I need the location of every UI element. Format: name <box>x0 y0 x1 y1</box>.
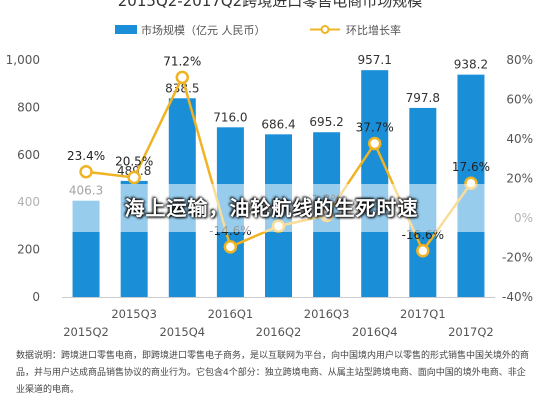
bar-value-label: 797.8 <box>406 91 440 105</box>
x-tick-label: 2016Q1 <box>208 307 254 321</box>
headline-band <box>0 184 543 232</box>
x-tick-label: 2016Q4 <box>352 325 398 339</box>
y-left-tick-label: 200 <box>17 243 40 257</box>
bar-value-label: 716.0 <box>213 110 247 124</box>
y-left-tick-label: 0 <box>32 290 40 304</box>
x-tick-label: 2017Q2 <box>448 325 494 339</box>
x-tick-label: 2015Q3 <box>111 307 157 321</box>
line-point <box>223 240 238 254</box>
y-right-tick-label: 20% <box>506 172 533 186</box>
bar-value-label: 938.2 <box>454 58 488 72</box>
bar <box>361 70 389 297</box>
line-point <box>367 136 382 151</box>
legend-bar-label: 市场规模（亿元 人民币） <box>141 23 266 37</box>
x-tick-label: 2016Q2 <box>256 325 302 339</box>
line-point <box>175 70 190 85</box>
line-point <box>79 165 93 179</box>
headline-overlay: 海上运输，油轮航线的生死时速 <box>124 196 419 220</box>
x-tick-label: 2015Q4 <box>159 325 205 339</box>
bar-value-label: 957.1 <box>358 53 392 67</box>
line-point <box>127 170 141 185</box>
bar-value-label: 695.2 <box>309 115 343 129</box>
legend-bar-swatch <box>115 25 137 34</box>
y-axis-left: 02004006008001,000 <box>6 53 40 304</box>
line-value-label: 17.6% <box>452 160 490 174</box>
y-right-tick-label: 60% <box>506 93 533 107</box>
y-right-tick-label: 40% <box>506 132 533 146</box>
x-tick-label: 2017Q1 <box>400 307 446 321</box>
bar-value-label: 838.5 <box>165 81 199 95</box>
y-right-tick-label: 80% <box>506 53 533 67</box>
x-tick-label: 2016Q3 <box>304 307 350 321</box>
y-right-tick-label: -40% <box>502 290 533 304</box>
line-value-label: 23.4% <box>67 149 105 163</box>
chart-title: 2015Q2-2017Q2跨境进口零售电商市场规模 <box>118 0 422 10</box>
y-left-tick-label: 600 <box>17 148 40 162</box>
x-axis: 2015Q22015Q32015Q42016Q12016Q22016Q32016… <box>62 297 495 339</box>
y-right-tick-label: -20% <box>502 251 533 265</box>
line-value-label: 37.7% <box>356 121 394 135</box>
y-axis-right: -40%-20%0%20%40%60%80% <box>502 53 533 304</box>
line-value-label: 71.2% <box>163 54 201 68</box>
y-left-tick-label: 1,000 <box>6 53 40 67</box>
legend-line-label: 环比增长率 <box>346 23 401 37</box>
line-point <box>416 244 430 258</box>
y-left-tick-label: 800 <box>17 100 40 114</box>
legend: 市场规模（亿元 人民币） 环比增长率 <box>115 23 401 37</box>
legend-line-marker <box>320 25 330 34</box>
bar-value-label: 686.4 <box>261 117 295 131</box>
x-tick-label: 2015Q2 <box>63 325 109 339</box>
line-value-label: 20.5% <box>115 155 153 169</box>
data-note: 数据说明：跨境进口零售电商，即跨境进口零售电子商务，是以互联网为平台，向中国境内… <box>16 351 530 395</box>
